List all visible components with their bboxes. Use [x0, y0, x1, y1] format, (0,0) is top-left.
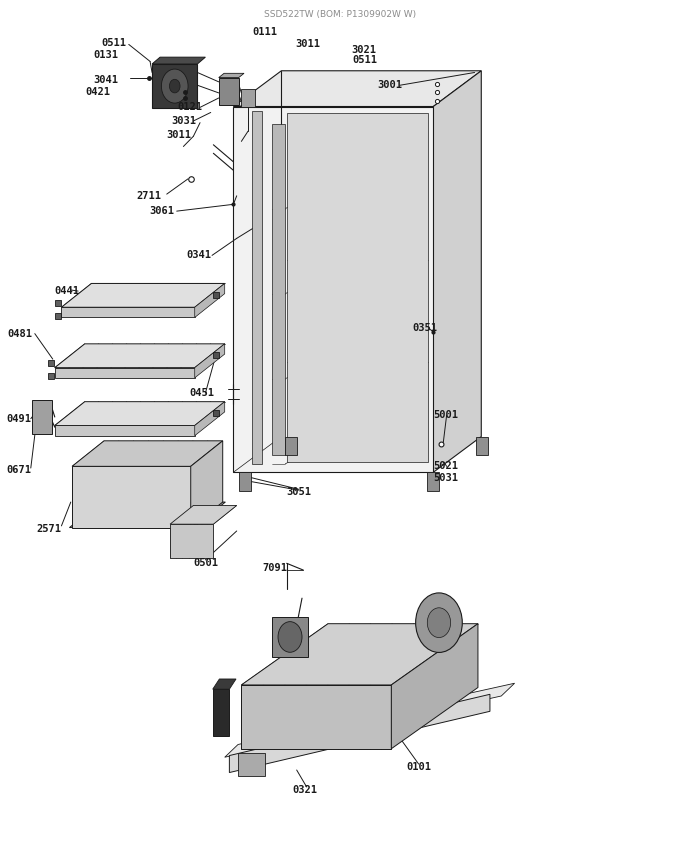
Text: 3031: 3031: [171, 116, 196, 126]
Text: 3011: 3011: [166, 129, 191, 140]
Polygon shape: [241, 624, 478, 685]
Text: 0131: 0131: [93, 49, 118, 60]
Text: 3051: 3051: [286, 487, 311, 496]
Text: 0421: 0421: [86, 87, 111, 97]
Text: 7091: 7091: [263, 563, 288, 574]
Polygon shape: [72, 466, 190, 528]
Polygon shape: [285, 437, 296, 456]
Circle shape: [278, 621, 302, 652]
Polygon shape: [170, 505, 237, 524]
Polygon shape: [61, 307, 194, 318]
Text: 0671: 0671: [6, 464, 31, 475]
Polygon shape: [224, 683, 515, 757]
Polygon shape: [69, 502, 225, 528]
Polygon shape: [190, 441, 223, 528]
Polygon shape: [55, 344, 224, 368]
Polygon shape: [213, 689, 229, 736]
Text: 3001: 3001: [377, 80, 403, 90]
Text: 3061: 3061: [150, 206, 175, 216]
Polygon shape: [152, 64, 197, 108]
Polygon shape: [241, 89, 255, 108]
Text: 0341: 0341: [186, 250, 211, 260]
Polygon shape: [252, 111, 262, 464]
Text: 0111: 0111: [253, 28, 278, 37]
Text: 0451: 0451: [190, 388, 215, 398]
Polygon shape: [194, 402, 224, 436]
Text: 0351: 0351: [413, 323, 438, 332]
Text: 0101: 0101: [406, 762, 431, 773]
Polygon shape: [194, 284, 224, 318]
Polygon shape: [476, 437, 488, 456]
Polygon shape: [272, 616, 308, 657]
Text: 0511: 0511: [352, 55, 377, 65]
Text: 3041: 3041: [93, 76, 118, 85]
Polygon shape: [426, 472, 439, 491]
Polygon shape: [55, 425, 194, 436]
Polygon shape: [170, 524, 214, 558]
Polygon shape: [233, 107, 433, 472]
Polygon shape: [239, 472, 251, 491]
Circle shape: [427, 608, 451, 638]
Text: 0491: 0491: [6, 414, 31, 424]
Polygon shape: [238, 753, 265, 776]
Text: 0441: 0441: [54, 286, 80, 296]
Polygon shape: [391, 624, 478, 749]
Polygon shape: [55, 402, 224, 425]
Circle shape: [161, 69, 188, 103]
Circle shape: [415, 593, 462, 653]
Text: 0321: 0321: [293, 785, 318, 794]
Text: 0511: 0511: [101, 37, 126, 48]
Polygon shape: [219, 77, 239, 105]
Text: 3011: 3011: [296, 39, 320, 49]
Text: SSD522TW (BOM: P1309902W W): SSD522TW (BOM: P1309902W W): [264, 10, 416, 19]
Text: 5021: 5021: [432, 461, 458, 471]
Text: 5031: 5031: [432, 473, 458, 483]
Polygon shape: [272, 123, 286, 455]
Polygon shape: [194, 344, 224, 378]
Circle shape: [169, 79, 180, 93]
Polygon shape: [229, 694, 490, 773]
Polygon shape: [287, 114, 428, 462]
Polygon shape: [241, 685, 391, 749]
Polygon shape: [433, 71, 481, 472]
Polygon shape: [152, 57, 205, 64]
Polygon shape: [233, 71, 481, 107]
Text: 5001: 5001: [432, 411, 458, 420]
Polygon shape: [213, 679, 236, 689]
Text: 2571: 2571: [36, 524, 61, 535]
Polygon shape: [32, 400, 52, 434]
Text: 2711: 2711: [136, 191, 161, 201]
Text: 3021: 3021: [351, 44, 376, 55]
Text: 0481: 0481: [7, 329, 33, 339]
Text: 0121: 0121: [177, 102, 203, 112]
Polygon shape: [55, 368, 194, 378]
Polygon shape: [219, 73, 244, 77]
Text: 0501: 0501: [193, 558, 218, 569]
Polygon shape: [61, 284, 224, 307]
Polygon shape: [72, 441, 223, 466]
